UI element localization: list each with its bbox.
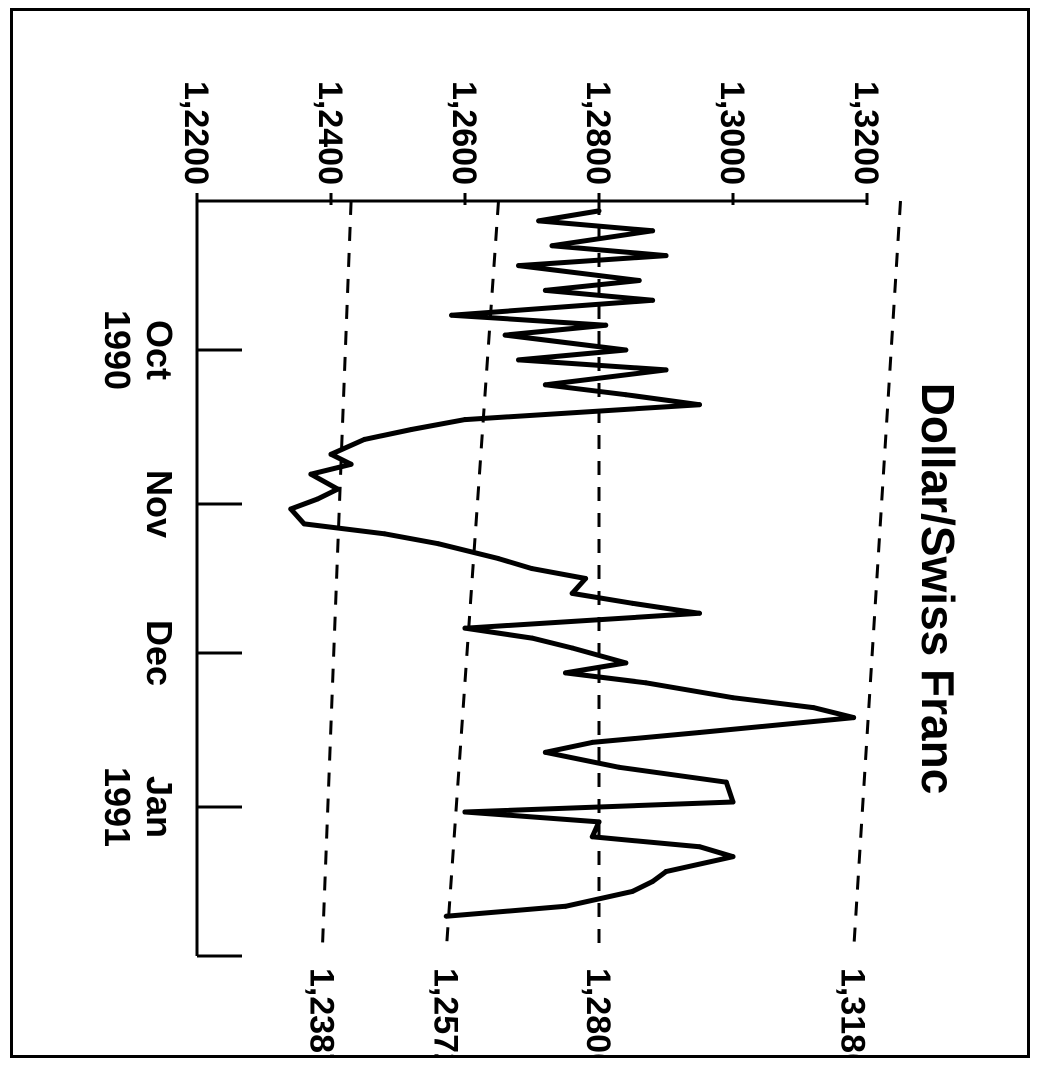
y-tick-labels: 1,3200 1,3000 1,2800 1,2600 1,2400 1,2200	[177, 81, 885, 185]
chart-svg: Dollar/Swiss Franc 1,3200 1,3000 1,2800 1,2…	[97, 81, 964, 1055]
data-point	[596, 208, 602, 214]
data-point	[516, 263, 522, 269]
data-point	[697, 729, 702, 735]
data-point	[563, 670, 568, 676]
data-point	[630, 600, 635, 606]
x-tick-label: Nov	[139, 470, 180, 538]
guide-line	[320, 200, 353, 952]
data-point	[408, 426, 414, 432]
data-point	[623, 660, 629, 666]
data-point	[462, 809, 468, 815]
data-point	[301, 521, 307, 527]
chart-title: Dollar/Swiss Franc	[912, 383, 964, 795]
data-point	[623, 347, 629, 353]
y-tick-label: 1,3000	[713, 81, 751, 185]
data-point	[730, 695, 736, 701]
data-point	[697, 610, 702, 616]
data-point	[462, 417, 468, 423]
data-point	[516, 357, 522, 363]
data-point	[730, 854, 736, 860]
data-point	[650, 878, 656, 884]
data-point	[589, 834, 595, 840]
series-line	[288, 208, 857, 919]
data-point	[697, 402, 702, 408]
data-point	[589, 739, 595, 745]
data-point	[596, 819, 602, 825]
data-point	[730, 799, 736, 805]
data-point	[851, 715, 857, 721]
data-point	[623, 392, 629, 398]
y-tick-label: 1,3200	[847, 81, 885, 185]
annotation-label: 1,2800	[579, 968, 617, 1055]
data-point	[308, 471, 314, 477]
data-point	[462, 625, 468, 631]
chart-frame: Dollar/Swiss Franc 1,3200 1,3000 1,2800 1,2…	[10, 8, 1030, 1058]
data-point	[542, 382, 548, 388]
data-point	[663, 253, 669, 259]
data-point	[449, 312, 455, 318]
data-point	[362, 436, 367, 442]
data-point	[723, 779, 729, 785]
data-point	[542, 287, 548, 293]
data-point	[563, 903, 568, 909]
x-tick-label: Dec	[139, 620, 180, 686]
data-point	[443, 913, 449, 919]
y-tick-label: 1,2400	[311, 81, 349, 185]
data-point	[650, 228, 656, 234]
annotation-labels: 1,3180 1,2800 1,2572 1,2387	[302, 968, 871, 1055]
data-point	[636, 277, 642, 283]
annotation-label: 1,3180	[834, 968, 872, 1055]
data-point	[328, 451, 334, 457]
y-tick-label: 1,2200	[177, 81, 215, 185]
x-tick-label: Oct	[139, 320, 180, 380]
annotation-label: 1,2387	[302, 968, 340, 1055]
data-point	[643, 680, 649, 686]
data-point	[496, 556, 501, 562]
data-point	[810, 705, 816, 711]
data-point	[315, 496, 321, 502]
x-tick-label: Jan	[139, 776, 180, 838]
rotated-chart-group: Dollar/Swiss Franc 1,3200 1,3000 1,2800 1,2…	[97, 81, 964, 1055]
data-point	[536, 218, 542, 224]
data-point	[529, 566, 535, 572]
data-point	[630, 888, 635, 894]
data-point	[502, 332, 508, 338]
data-point	[335, 486, 341, 492]
data-point	[569, 590, 575, 596]
guide-line	[852, 200, 902, 952]
x-tick-year-label: 1990	[97, 310, 138, 390]
data-point	[603, 322, 609, 328]
series-group	[288, 208, 857, 919]
data-point	[435, 541, 441, 547]
data-point	[288, 506, 294, 512]
data-point	[549, 243, 555, 249]
x-tick-year-label: 1991	[97, 767, 138, 847]
y-tick-label: 1,2600	[445, 81, 483, 185]
y-tick-label: 1,2800	[579, 81, 617, 185]
data-point	[542, 749, 548, 755]
data-point	[382, 531, 388, 537]
axes	[195, 193, 869, 958]
data-point	[616, 764, 622, 770]
data-point	[348, 461, 354, 467]
data-point	[583, 576, 589, 581]
data-point	[650, 297, 656, 303]
data-point	[697, 844, 702, 850]
data-point	[663, 367, 669, 373]
annotation-label: 1,2572	[426, 968, 464, 1055]
data-point	[529, 635, 535, 641]
data-point	[569, 645, 575, 651]
guide-line	[444, 200, 500, 952]
data-point	[663, 869, 669, 875]
